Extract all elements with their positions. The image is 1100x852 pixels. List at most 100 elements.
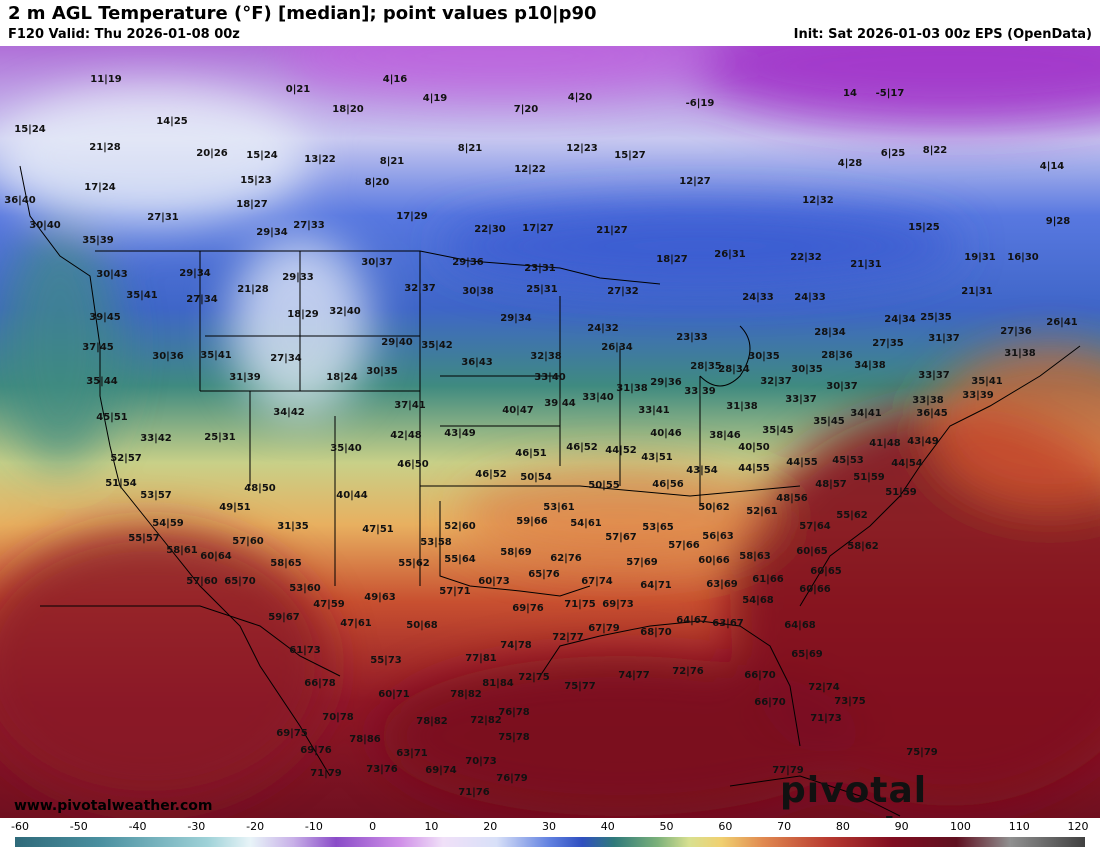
temperature-map[interactable]: 11|19 0|21 4|16 4|19 4|20 -6|19 14 -5|17 15|24 14… [0, 46, 1100, 818]
point-value-label: 8|20 [365, 177, 390, 188]
point-value-label: 30|35 [366, 366, 398, 377]
point-value-label: 35|45 [762, 425, 794, 436]
point-value-label: 81|84 [482, 678, 514, 689]
point-value-label: 55|57 [128, 533, 160, 544]
point-value-label: 4|14 [1040, 161, 1065, 172]
point-value-label: 22|32 [790, 252, 822, 263]
point-value-label: 34|41 [850, 408, 882, 419]
point-value-label: 57|69 [626, 557, 658, 568]
point-value-label: 57|64 [799, 521, 831, 532]
point-value-label: 71|76 [458, 787, 490, 798]
color-legend: -60 -50 -40 -30 -20 -10 0 10 20 30 40 50 60 70 80 90 100… [0, 818, 1100, 850]
point-value-label: 13|22 [304, 154, 336, 165]
point-value-label: 75|78 [498, 732, 530, 743]
point-value-label: 15|24 [246, 150, 278, 161]
point-value-label: 25|31 [526, 284, 558, 295]
state-borders [40, 250, 801, 677]
point-value-label: 32|38 [530, 351, 562, 362]
point-value-label: 58|65 [270, 558, 302, 569]
point-value-label: 8|21 [458, 143, 483, 154]
point-value-label: 53|65 [642, 522, 674, 533]
point-value-label: 40|50 [738, 442, 770, 453]
point-value-label: 35|45 [813, 416, 845, 427]
point-value-label: 34|42 [273, 407, 305, 418]
point-value-label: 54|61 [570, 518, 602, 529]
point-value-label: 12|32 [802, 195, 834, 206]
point-value-label: 43|49 [444, 428, 476, 439]
point-value-label: 27|34 [270, 353, 302, 364]
point-value-label: 28|35 [690, 361, 722, 372]
legend-tick-label: 0 [369, 820, 377, 833]
point-value-label: 28|34 [718, 364, 750, 375]
legend-tick-label: 100 [949, 820, 971, 833]
point-value-label: 42|48 [390, 430, 422, 441]
point-value-label: 39|44 [544, 398, 576, 409]
point-value-label: 21|27 [596, 225, 628, 236]
init-time: Init: Sat 2026-01-03 00z EPS (OpenData) [793, 27, 1092, 42]
legend-tick-label: -40 [128, 820, 147, 833]
point-value-label: 76|78 [498, 707, 530, 718]
point-value-label: 73|75 [834, 696, 866, 707]
point-value-label: 58|63 [739, 551, 771, 562]
point-value-label: 61|73 [289, 645, 321, 656]
point-value-label: 67|74 [581, 576, 613, 587]
point-value-label: 28|34 [814, 327, 846, 338]
point-value-label: 15|27 [614, 150, 646, 161]
point-value-label: 33|37 [918, 370, 950, 381]
point-value-label: 77|81 [465, 653, 497, 664]
point-value-label: 35|41 [200, 350, 232, 361]
point-value-label: 4|20 [568, 92, 593, 103]
legend-tick-label: 30 [542, 820, 556, 833]
point-value-label: 33|42 [140, 433, 172, 444]
point-value-label: 59|67 [268, 612, 300, 623]
point-value-label: 77|79 [772, 765, 804, 776]
point-values: 11|19 0|21 4|16 4|19 4|20 -6|19 14 -5|17 15|24 14… [4, 74, 1078, 798]
point-value-label: 47|61 [340, 618, 372, 629]
point-value-label: 50|68 [406, 620, 438, 631]
legend-tick-label: 40 [600, 820, 615, 833]
legend-tick-label: -20 [246, 820, 265, 833]
point-value-label: 78|82 [416, 716, 448, 727]
point-value-label: 52|60 [444, 521, 476, 532]
point-value-label: 69|74 [425, 765, 457, 776]
point-value-label: 31|35 [277, 521, 309, 532]
point-value-label: 63|71 [396, 748, 428, 759]
point-value-label: 50|55 [588, 480, 620, 491]
point-value-label: 44|52 [605, 445, 637, 456]
point-value-label: 63|67 [712, 618, 744, 629]
point-value-label: 21|28 [89, 142, 121, 153]
point-value-label: 21|31 [850, 259, 882, 270]
point-value-label: 33|40 [582, 392, 614, 403]
point-value-label: 20|26 [196, 148, 228, 159]
point-value-label: 34|38 [854, 360, 886, 371]
point-value-label: 33|38 [912, 395, 944, 406]
coastlines [19, 165, 1081, 817]
point-value-label: -6|19 [686, 98, 715, 109]
point-value-label: 15|25 [908, 222, 940, 233]
point-value-label: 33|39 [962, 390, 994, 401]
point-value-label: 45|53 [832, 455, 864, 466]
point-value-label: 12|23 [566, 143, 598, 154]
point-value-label: 35|40 [330, 443, 362, 454]
map-title: 2 m AGL Temperature (°F) [median]; point… [8, 3, 597, 24]
point-value-label: 71|75 [564, 599, 596, 610]
point-value-label: 47|51 [362, 524, 394, 535]
point-value-label: 36|43 [461, 357, 493, 368]
point-value-label: 30|43 [96, 269, 128, 280]
point-value-label: 78|86 [349, 734, 381, 745]
point-value-label: 15|23 [240, 175, 272, 186]
point-value-label: 50|62 [698, 502, 730, 513]
point-value-label: 44|55 [786, 457, 818, 468]
point-value-label: 23|31 [524, 263, 556, 274]
temperature-field [0, 46, 1100, 816]
point-value-label: 50|54 [520, 472, 552, 483]
legend-tick-label: -50 [69, 820, 88, 833]
point-value-label: 18|29 [287, 309, 319, 320]
point-value-label: 29|34 [179, 268, 211, 279]
point-value-label: 25|35 [920, 312, 952, 323]
point-value-label: 18|27 [236, 199, 268, 210]
point-value-label: 27|35 [872, 338, 904, 349]
point-value-label: 69|73 [602, 599, 634, 610]
point-value-label: 54|59 [152, 518, 184, 529]
point-value-label: 58|69 [500, 547, 532, 558]
